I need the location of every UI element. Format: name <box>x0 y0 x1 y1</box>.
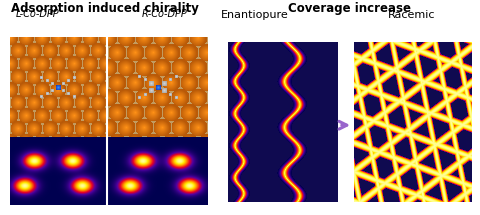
Text: Adsorption induced chirality: Adsorption induced chirality <box>11 2 199 15</box>
Text: L-Co-DPP: L-Co-DPP <box>16 9 60 19</box>
Text: Racemic: Racemic <box>388 10 436 20</box>
Text: Coverage increase: Coverage increase <box>288 2 411 15</box>
Text: R-Co-DPP: R-Co-DPP <box>142 9 188 19</box>
Text: Enantiopure: Enantiopure <box>221 10 289 20</box>
